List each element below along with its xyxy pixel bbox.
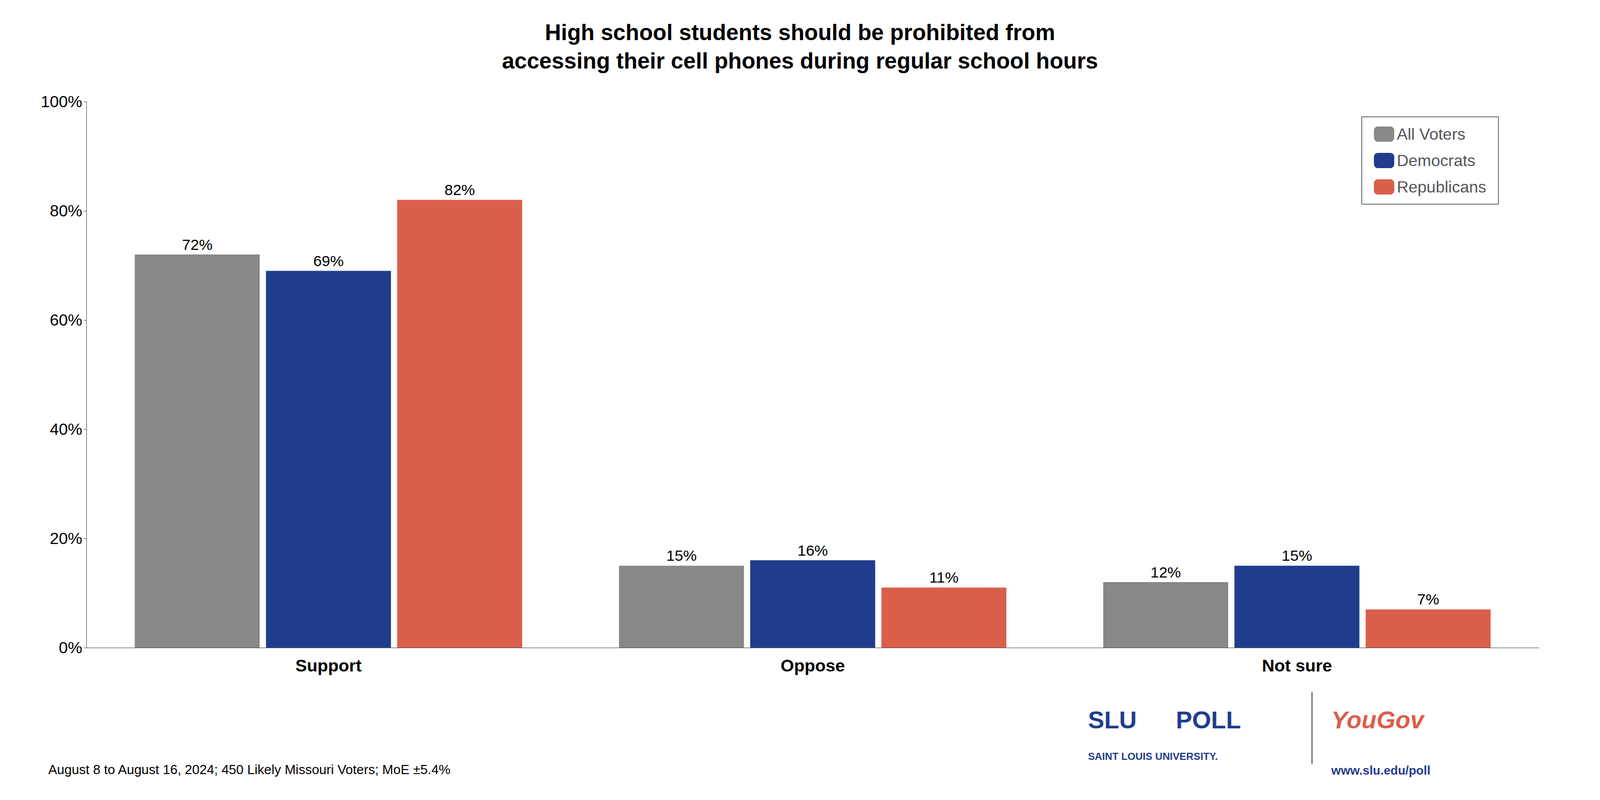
svg-text:82%: 82%: [444, 181, 475, 199]
svg-text:SLU: SLU: [1088, 706, 1137, 734]
svg-text:80%: 80%: [49, 201, 83, 220]
svg-text:40%: 40%: [49, 420, 83, 439]
svg-text:11%: 11%: [929, 568, 959, 586]
svg-text:August 8 to August 16, 2024; 4: August 8 to August 16, 2024; 450 Likely …: [48, 761, 451, 778]
svg-text:High school students should be: High school students should be prohibite…: [545, 19, 1056, 45]
svg-text:12%: 12%: [1150, 563, 1181, 581]
svg-text:15%: 15%: [666, 547, 697, 564]
svg-text:POLL: POLL: [1175, 706, 1241, 734]
svg-text:72%: 72%: [181, 236, 213, 253]
svg-text:Republicans: Republicans: [1396, 177, 1487, 197]
svg-text:Not sure: Not sure: [1261, 655, 1332, 676]
svg-text:15%: 15%: [1281, 547, 1312, 564]
svg-text:16%: 16%: [797, 541, 828, 559]
svg-text:7%: 7%: [1417, 590, 1439, 608]
svg-text:Oppose: Oppose: [780, 655, 846, 676]
svg-text:www.slu.edu/poll: www.slu.edu/poll: [1330, 763, 1431, 778]
svg-text:20%: 20%: [49, 529, 83, 548]
svg-text:69%: 69%: [313, 252, 344, 270]
svg-text:accessing their cell phones du: accessing their cell phones during regul…: [501, 48, 1099, 74]
svg-text:100%: 100%: [40, 92, 83, 111]
svg-text:60%: 60%: [49, 310, 83, 330]
svg-text:SAINT LOUIS UNIVERSITY.: SAINT LOUIS UNIVERSITY.: [1088, 750, 1219, 762]
svg-text:YouGov: YouGov: [1331, 706, 1426, 734]
svg-text:Democrats: Democrats: [1396, 151, 1476, 170]
svg-text:0%: 0%: [58, 638, 83, 657]
svg-text:All Voters: All Voters: [1396, 124, 1466, 144]
svg-text:Support: Support: [295, 655, 362, 676]
